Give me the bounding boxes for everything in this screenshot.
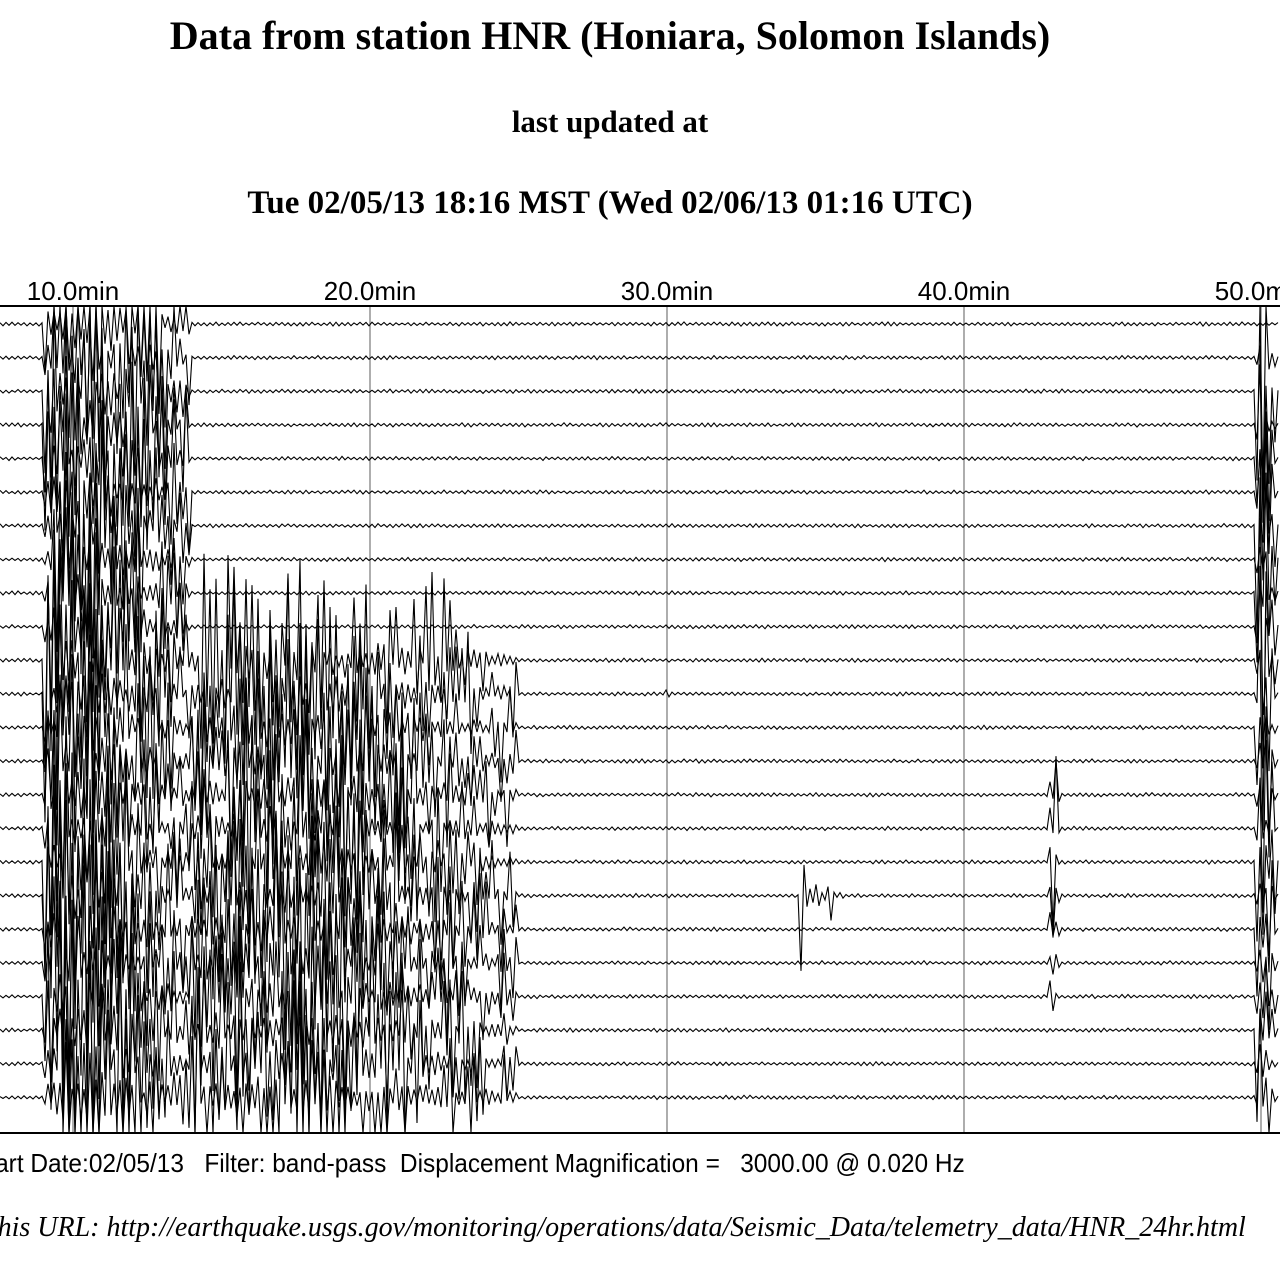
seismic-trace xyxy=(0,739,1279,1029)
update-timestamp: Tue 02/05/13 18:16 MST (Wed 02/06/13 01:… xyxy=(247,185,973,221)
seismic-trace xyxy=(0,312,1279,598)
seismic-trace xyxy=(0,305,1279,462)
seismic-trace xyxy=(0,305,1279,557)
x-tick-label: 50.0min xyxy=(1215,276,1280,306)
seismic-trace xyxy=(0,693,1279,936)
seismic-trace xyxy=(0,583,1279,908)
x-tick-label: 30.0min xyxy=(621,276,714,306)
seismic-trace xyxy=(0,813,1279,1102)
seismic-trace xyxy=(0,748,1279,1108)
seismic-trace xyxy=(0,443,1279,659)
updated-label: last updated at xyxy=(511,104,709,139)
seismic-trace xyxy=(0,621,1279,937)
x-tick-label: 40.0min xyxy=(918,276,1011,306)
seismic-trace xyxy=(0,305,1279,537)
page-title: Data from station HNR (Honiara, Solomon … xyxy=(169,13,1051,58)
seismic-trace xyxy=(0,305,1279,521)
seismic-trace xyxy=(0,358,1279,675)
seismic-traces xyxy=(0,305,1279,1134)
seismic-trace xyxy=(0,834,1279,1134)
seismic-trace xyxy=(0,393,1279,653)
x-tick-label: 10.0min xyxy=(27,276,120,306)
seismic-trace xyxy=(0,876,1279,1134)
page-url: This URL: http://earthquake.usgs.gov/mon… xyxy=(0,1212,1246,1243)
seismic-trace xyxy=(0,758,1279,1114)
seismic-trace xyxy=(0,945,1279,1134)
seismic-trace xyxy=(0,580,1279,853)
footer-info: Start Date:02/05/13 Filter: band-pass Di… xyxy=(0,1148,965,1178)
seismogram-chart: 10.0min 20.0min 30.0min 40.0min 50.0min xyxy=(0,276,1280,1134)
seismic-trace xyxy=(0,476,1279,721)
seismic-trace xyxy=(0,473,1279,833)
x-tick-label: 20.0min xyxy=(324,276,417,306)
x-axis-ticks: 10.0min 20.0min 30.0min 40.0min 50.0min xyxy=(27,276,1280,306)
